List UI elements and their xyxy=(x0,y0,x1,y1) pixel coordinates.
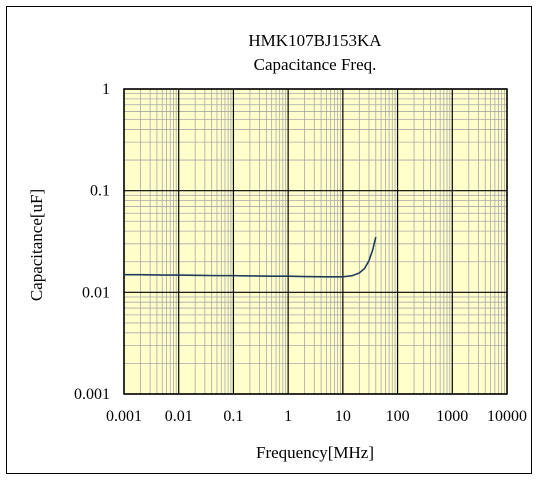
y-axis-label: Capacitance[uF] xyxy=(27,189,46,301)
minor-grid xyxy=(124,89,507,394)
y-tick-label: 0.001 xyxy=(74,386,110,403)
plot-area xyxy=(124,89,507,394)
y-tick-labels: 0.001 0.01 0.1 1 xyxy=(74,81,110,403)
x-tick-label: 100 xyxy=(386,408,410,425)
x-tick-label: 0.1 xyxy=(223,408,243,425)
y-tick-label: 0.01 xyxy=(82,284,110,301)
capacitance-curve xyxy=(124,236,377,278)
x-tick-labels: 0.001 0.01 0.1 1 10 100 1000 10000 xyxy=(106,408,527,425)
y-tick-label: 1 xyxy=(102,81,110,98)
x-tick-label: 1000 xyxy=(436,408,468,425)
chart-subtitle: Capacitance Freq. xyxy=(254,55,377,74)
y-tick-label: 0.1 xyxy=(90,183,110,200)
x-tick-label: 1 xyxy=(284,408,292,425)
x-tick-label: 10000 xyxy=(487,408,527,425)
x-tick-label: 0.01 xyxy=(165,408,193,425)
x-axis-label: Frequency[MHz] xyxy=(256,443,374,462)
x-tick-label: 0.001 xyxy=(106,408,142,425)
chart-title: HMK107BJ153KA xyxy=(248,31,382,50)
x-tick-label: 10 xyxy=(335,408,351,425)
plot-border xyxy=(123,88,508,395)
